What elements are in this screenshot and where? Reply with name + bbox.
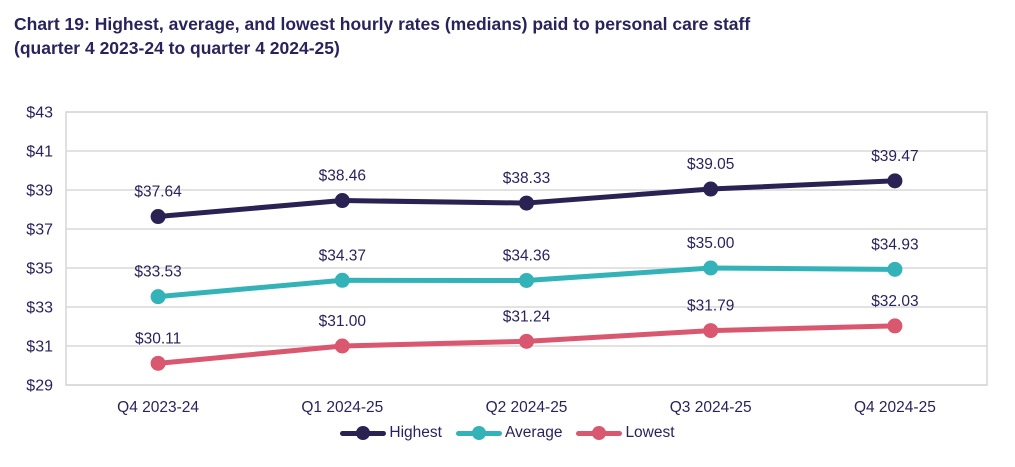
- data-point-label: $31.00: [319, 313, 367, 330]
- data-point-lowest: [519, 333, 534, 349]
- data-point-label: $30.11: [135, 330, 181, 347]
- data-point-average: [150, 289, 166, 305]
- data-point-label: $38.46: [319, 168, 366, 185]
- x-tick-label: Q4 2023-24: [117, 399, 199, 416]
- data-point-highest: [703, 181, 719, 197]
- data-point-average: [703, 260, 719, 276]
- data-point-highest: [887, 173, 903, 189]
- data-point-average: [887, 261, 903, 277]
- data-point-highest: [334, 193, 350, 209]
- legend-label: Average: [504, 424, 563, 441]
- legend-marker-icon: [340, 430, 387, 436]
- y-tick-label: $29: [26, 378, 53, 395]
- data-point-label: $39.47: [871, 148, 918, 165]
- data-point-lowest: [887, 318, 903, 334]
- legend-item-highest: Highest: [340, 424, 442, 442]
- y-tick-label: $35: [26, 261, 53, 278]
- x-tick-label: Q3 2024-25: [670, 399, 752, 416]
- data-point-lowest: [150, 355, 166, 371]
- data-point-label: $34.37: [319, 247, 366, 264]
- plot-border: [65, 111, 988, 386]
- chart-title-line1: Chart 19: Highest, average, and lowest h…: [14, 14, 751, 34]
- chart-title: Chart 19: Highest, average, and lowest h…: [14, 12, 999, 60]
- y-tick-label: $31: [26, 339, 53, 356]
- data-point-label: $34.36: [503, 247, 550, 264]
- y-tick-label: $41: [26, 144, 53, 161]
- chart-title-line2: (quarter 4 2023-24 to quarter 4 2024-25): [14, 38, 340, 59]
- x-tick-label: Q1 2024-25: [301, 399, 383, 416]
- legend-label: Lowest: [625, 424, 675, 441]
- legend-label: Highest: [389, 424, 442, 441]
- data-point-label: $35.00: [687, 235, 735, 252]
- data-point-label: $37.64: [134, 184, 182, 201]
- data-point-label: $38.33: [503, 170, 550, 187]
- data-point-label: $39.05: [687, 156, 734, 173]
- data-point-label: $31.24: [503, 308, 551, 325]
- legend-marker-icon: [576, 430, 623, 436]
- y-tick-label: $43: [26, 105, 53, 122]
- data-point-highest: [519, 195, 534, 211]
- chart-legend: Highest Average Lowest: [0, 424, 1015, 442]
- x-tick-label: Q4 2024-25: [854, 399, 936, 416]
- y-tick-label: $37: [26, 222, 53, 239]
- data-point-label: $31.79: [687, 298, 734, 315]
- data-point-lowest: [703, 323, 719, 339]
- legend-marker-icon: [455, 430, 502, 436]
- legend-item-average: Average: [455, 424, 563, 442]
- data-point-average: [334, 272, 350, 288]
- y-tick-label: $33: [26, 300, 53, 317]
- data-point-average: [519, 272, 534, 288]
- y-tick-label: $39: [26, 183, 53, 200]
- data-point-lowest: [334, 338, 350, 354]
- data-point-label: $33.53: [134, 264, 181, 281]
- x-tick-label: Q2 2024-25: [486, 399, 568, 416]
- data-point-label: $32.03: [871, 293, 918, 310]
- data-point-label: $34.93: [871, 236, 918, 253]
- legend-item-lowest: Lowest: [576, 424, 675, 442]
- data-point-highest: [150, 209, 166, 225]
